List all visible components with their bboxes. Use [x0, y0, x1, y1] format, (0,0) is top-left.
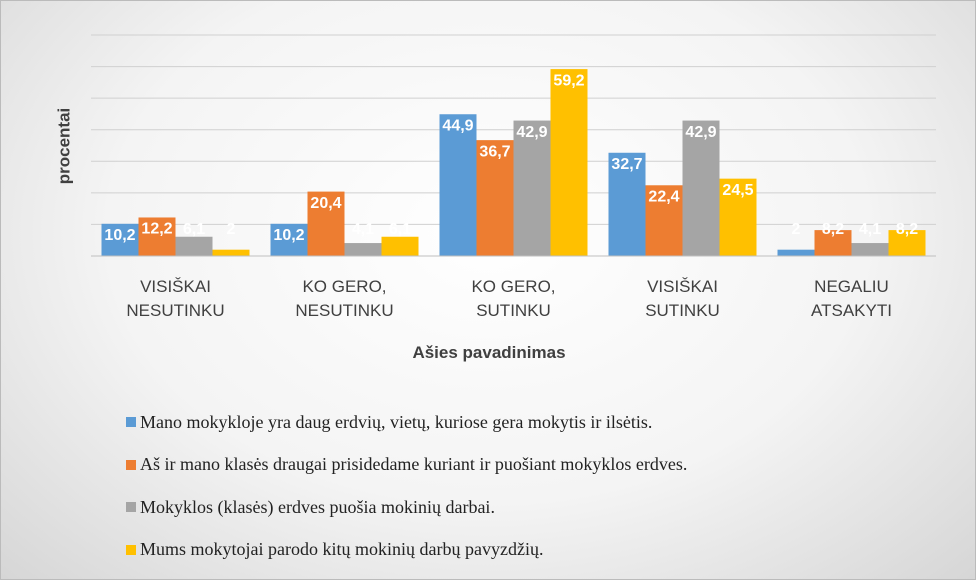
x-tick-label: VISIŠKAI NESUTINKU	[126, 277, 225, 320]
data-label: 44,9	[442, 117, 473, 134]
legend-label: Mano mokykloje yra daug erdvių, vietų, k…	[140, 411, 653, 432]
data-label: 42,9	[685, 124, 716, 141]
bar	[888, 230, 926, 256]
legend: Mano mokykloje yra daug erdvių, vietų, k…	[126, 401, 886, 571]
bar	[344, 243, 382, 256]
bar	[476, 140, 514, 256]
bar	[608, 152, 646, 256]
legend-swatch	[126, 544, 136, 555]
x-axis-title: Ašies pavadinimas	[412, 343, 566, 362]
x-tick-label: VISIŠKAI SUTINKU	[645, 277, 720, 320]
bar	[175, 236, 213, 256]
data-label: 36,7	[479, 143, 510, 160]
bar	[270, 223, 308, 256]
bar	[777, 249, 815, 256]
legend-label: Mums mokytojai parodo kitų mokinių darbų…	[140, 539, 544, 560]
data-label: 10,2	[273, 227, 304, 244]
data-label: 10,2	[104, 227, 135, 244]
data-label: 4,1	[859, 221, 881, 238]
data-label: 6,1	[389, 221, 411, 238]
data-label: 59,2	[553, 72, 584, 89]
legend-swatch	[126, 459, 136, 470]
data-label: 8,2	[822, 221, 844, 238]
legend-swatch	[126, 417, 136, 428]
legend-item: Mokyklos (klasės) erdves puošia mokinių …	[126, 486, 886, 529]
bar	[645, 185, 683, 256]
data-label: 20,4	[310, 195, 341, 212]
data-label: 4,1	[352, 221, 374, 238]
bar	[719, 178, 757, 256]
bar	[138, 217, 176, 256]
data-label: 42,9	[516, 124, 547, 141]
data-label: 8,2	[896, 221, 918, 238]
bar	[439, 114, 477, 256]
data-label: 6,1	[183, 221, 205, 238]
legend-item: Mano mokykloje yra daug erdvių, vietų, k…	[126, 401, 886, 444]
data-label: 2	[227, 221, 236, 238]
bar	[101, 223, 139, 256]
data-label: 24,5	[722, 182, 753, 199]
bar	[851, 243, 889, 256]
bar	[682, 120, 720, 257]
legend-label: Aš ir mano klasės draugai prisidedame ku…	[140, 454, 688, 475]
bar	[381, 236, 419, 256]
plot: procentai 10,2 12,2 6,1 2 10,2 20,4 4,1 6,1 44,9…	[54, 34, 936, 257]
legend-label: Mokyklos (klasės) erdves puošia mokinių …	[140, 496, 495, 517]
bar	[550, 69, 588, 257]
bar	[814, 230, 852, 256]
data-label: 12,2	[141, 221, 172, 238]
legend-item: Aš ir mano klasės draugai prisidedame ku…	[126, 444, 886, 487]
data-label: 22,4	[648, 188, 679, 205]
legend-swatch	[126, 502, 136, 513]
legend-item: Mums mokytojai parodo kitų mokinių darbų…	[126, 529, 886, 572]
bar	[513, 120, 551, 257]
bar	[212, 249, 250, 256]
x-tick-label: NEGALIU ATSAKYTI	[811, 277, 892, 320]
bar	[307, 191, 345, 256]
data-label: 2	[792, 221, 801, 238]
y-axis-title: procentai	[54, 108, 73, 185]
data-label: 32,7	[611, 156, 642, 173]
x-tick-label: KO GERO, NESUTINKU	[295, 277, 394, 320]
x-tick-label: KO GERO, SUTINKU	[471, 277, 556, 320]
